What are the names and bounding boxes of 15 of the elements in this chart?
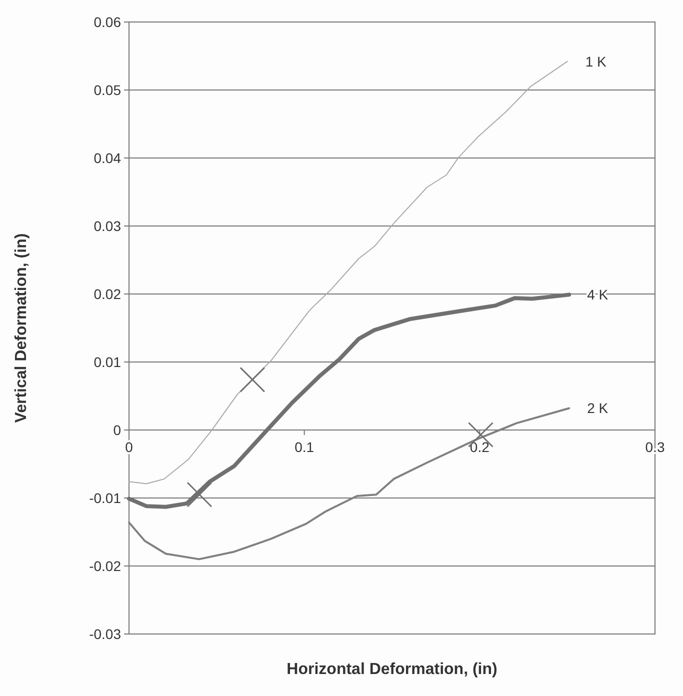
x-tick-label: 0.1 (294, 439, 314, 455)
y-tick-label: -0.02 (89, 558, 122, 574)
y-tick-label: -0.03 (89, 626, 122, 642)
y-tick-label: 0 (113, 422, 122, 438)
series-label: 2 K (587, 400, 609, 416)
y-axis-title: Vertical Deformation, (in) (13, 233, 30, 423)
y-tick-label: -0.01 (89, 490, 122, 506)
y-tick-label: 0.04 (94, 150, 122, 166)
y-tick-label: 0.06 (94, 14, 122, 30)
y-tick-label: 0.02 (94, 286, 122, 302)
y-tick-label: 0.01 (94, 354, 122, 370)
y-tick-label: 0.03 (94, 218, 122, 234)
y-tick-label: 0.05 (94, 82, 122, 98)
x-axis-title: Horizontal Deformation, (in) (286, 661, 498, 678)
series-label: 1 K (585, 53, 608, 70)
